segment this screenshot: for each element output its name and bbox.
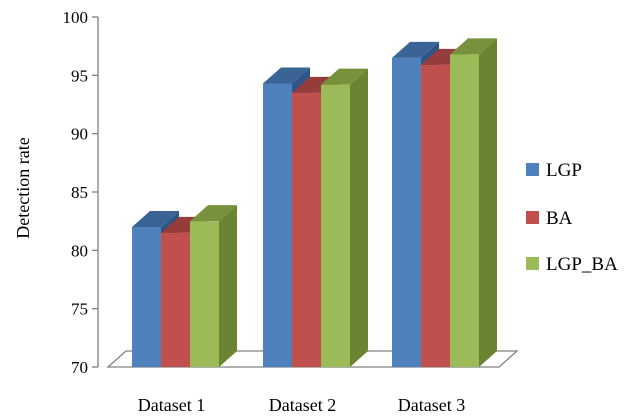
- bar-side-face: [479, 38, 497, 367]
- bar-front-face: [421, 64, 450, 367]
- y-tick-label-85: 85: [71, 183, 88, 202]
- bar-side-face: [350, 68, 368, 368]
- bar-lgp-ba-dataset-2: [321, 68, 368, 368]
- legend-swatch-lgp: [526, 163, 539, 176]
- legend: LGP BA LGP_BA: [526, 160, 618, 275]
- bar-top-face: [450, 38, 497, 55]
- bar-front-face: [392, 57, 421, 367]
- legend-label-ba: BA: [546, 208, 573, 229]
- bar-top-face: [321, 68, 368, 85]
- y-tick-label-95: 95: [71, 66, 88, 85]
- category-label-dataset-3: Dataset 3: [398, 395, 465, 415]
- legend-swatch-lgp-ba: [526, 257, 539, 270]
- bar-top-face: [132, 211, 179, 227]
- category-label-dataset-1: Dataset 1: [138, 395, 205, 415]
- bar-lgp-ba-dataset-3: [450, 38, 497, 367]
- y-tick-label-90: 90: [71, 125, 88, 144]
- bar-front-face: [132, 227, 161, 367]
- bar-top-face: [190, 205, 237, 222]
- bar-top-face: [392, 41, 439, 58]
- bar-lgp-ba-dataset-1: [190, 205, 237, 367]
- category-label-dataset-2: Dataset 2: [269, 395, 336, 415]
- bar-front-face: [190, 221, 219, 367]
- bar-front-face: [263, 83, 292, 367]
- bar-top-face: [263, 67, 310, 84]
- chart-floor: [106, 350, 519, 368]
- bar-side-face: [219, 205, 237, 367]
- y-tick-label-75: 75: [71, 300, 88, 319]
- y-tick-label-70: 70: [71, 358, 88, 377]
- legend-label-lgp: LGP: [546, 160, 582, 181]
- bar-front-face: [161, 232, 190, 367]
- y-axis-label: Detection rate: [13, 137, 33, 238]
- y-tick-label-100: 100: [63, 8, 89, 27]
- bar-front-face: [292, 92, 321, 367]
- bar-front-face: [450, 54, 479, 367]
- bar-front-face: [321, 84, 350, 368]
- legend-swatch-ba: [526, 211, 539, 224]
- legend-label-lgp-ba: LGP_BA: [546, 254, 618, 275]
- y-tick-label-80: 80: [71, 241, 88, 260]
